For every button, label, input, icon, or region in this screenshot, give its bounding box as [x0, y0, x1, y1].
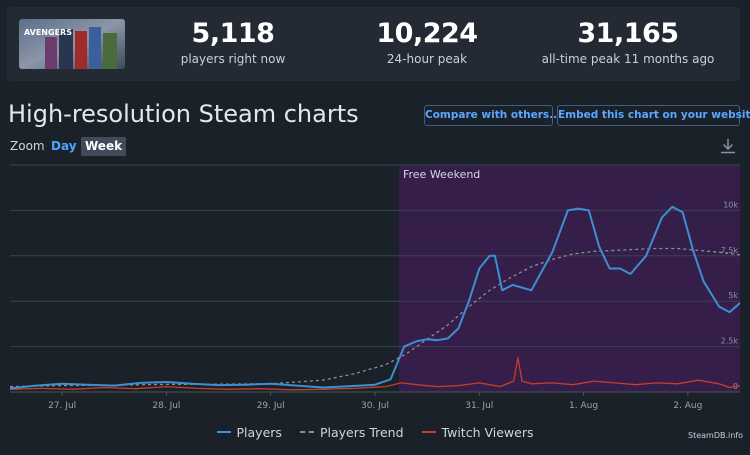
y-tick-label: 5k	[728, 291, 738, 300]
chart-legend: Players Players Trend Twitch Viewers	[0, 423, 750, 441]
embed-chart-button[interactable]: Embed this chart on your website	[557, 105, 750, 126]
x-tick-label: 2. Aug	[673, 401, 702, 411]
legend-item-players-trend[interactable]: Players Trend	[299, 424, 404, 440]
stat-24h-peak-label: 24-hour peak	[386, 52, 468, 66]
zoom-day-button[interactable]: Day	[51, 139, 77, 153]
x-tick-label: 27. Jul	[48, 401, 76, 411]
legend-label-players-trend: Players Trend	[319, 424, 404, 440]
x-tick-label: 31. Jul	[465, 401, 493, 411]
stat-all-time-peak: 31,165 all-time peak 11 months ago	[533, 17, 723, 67]
stats-panel: AVENGERS 5,118 players right now 10,224 …	[7, 7, 740, 81]
x-tick-label: 28. Jul	[152, 401, 180, 411]
game-logo-text: AVENGERS	[24, 28, 72, 37]
free-weekend-band	[398, 165, 740, 392]
x-tick-label: 29. Jul	[257, 401, 285, 411]
stat-all-time-peak-value: 31,165	[577, 18, 679, 49]
legend-item-twitch-viewers[interactable]: Twitch Viewers	[421, 424, 534, 440]
stat-all-time-peak-label: all-time peak 11 months ago	[541, 52, 715, 66]
zoom-week-button[interactable]: Week	[81, 137, 127, 156]
series-line-twitch-viewers	[9, 356, 741, 391]
steamdb-credit: SteamDB.info	[688, 431, 744, 440]
compare-button[interactable]: Compare with others...	[424, 105, 561, 126]
y-tick-label: 7.5k	[721, 246, 739, 255]
game-cover-art: AVENGERS	[19, 19, 125, 69]
legend-swatch-players	[216, 431, 231, 433]
stat-players-now: 5,118 players right now	[138, 17, 328, 67]
x-tick-label: 1. Aug	[569, 401, 598, 411]
stat-players-now-label: players right now	[180, 52, 286, 66]
y-tick-label: 2.5k	[721, 337, 739, 346]
game-cover-image[interactable]: AVENGERS	[19, 19, 125, 69]
series-line-players	[9, 205, 741, 390]
legend-label-players: Players	[236, 424, 282, 440]
download-icon[interactable]	[719, 137, 737, 155]
page-title: High-resolution Steam charts	[8, 100, 359, 128]
free-weekend-label: Free Weekend	[403, 168, 480, 181]
legend-label-twitch-viewers: Twitch Viewers	[441, 424, 534, 440]
stat-players-now-value: 5,118	[191, 18, 275, 49]
stat-24h-peak-value: 10,224	[376, 18, 478, 49]
legend-swatch-players-trend	[299, 431, 314, 433]
stat-24h-peak: 10,224 24-hour peak	[332, 17, 522, 67]
x-tick-label: 30. Jul	[361, 401, 389, 411]
zoom-label: Zoom	[10, 139, 45, 153]
legend-item-players[interactable]: Players	[216, 424, 282, 440]
legend-swatch-twitch-viewers	[421, 431, 436, 433]
y-tick-label: 10k	[723, 200, 738, 209]
